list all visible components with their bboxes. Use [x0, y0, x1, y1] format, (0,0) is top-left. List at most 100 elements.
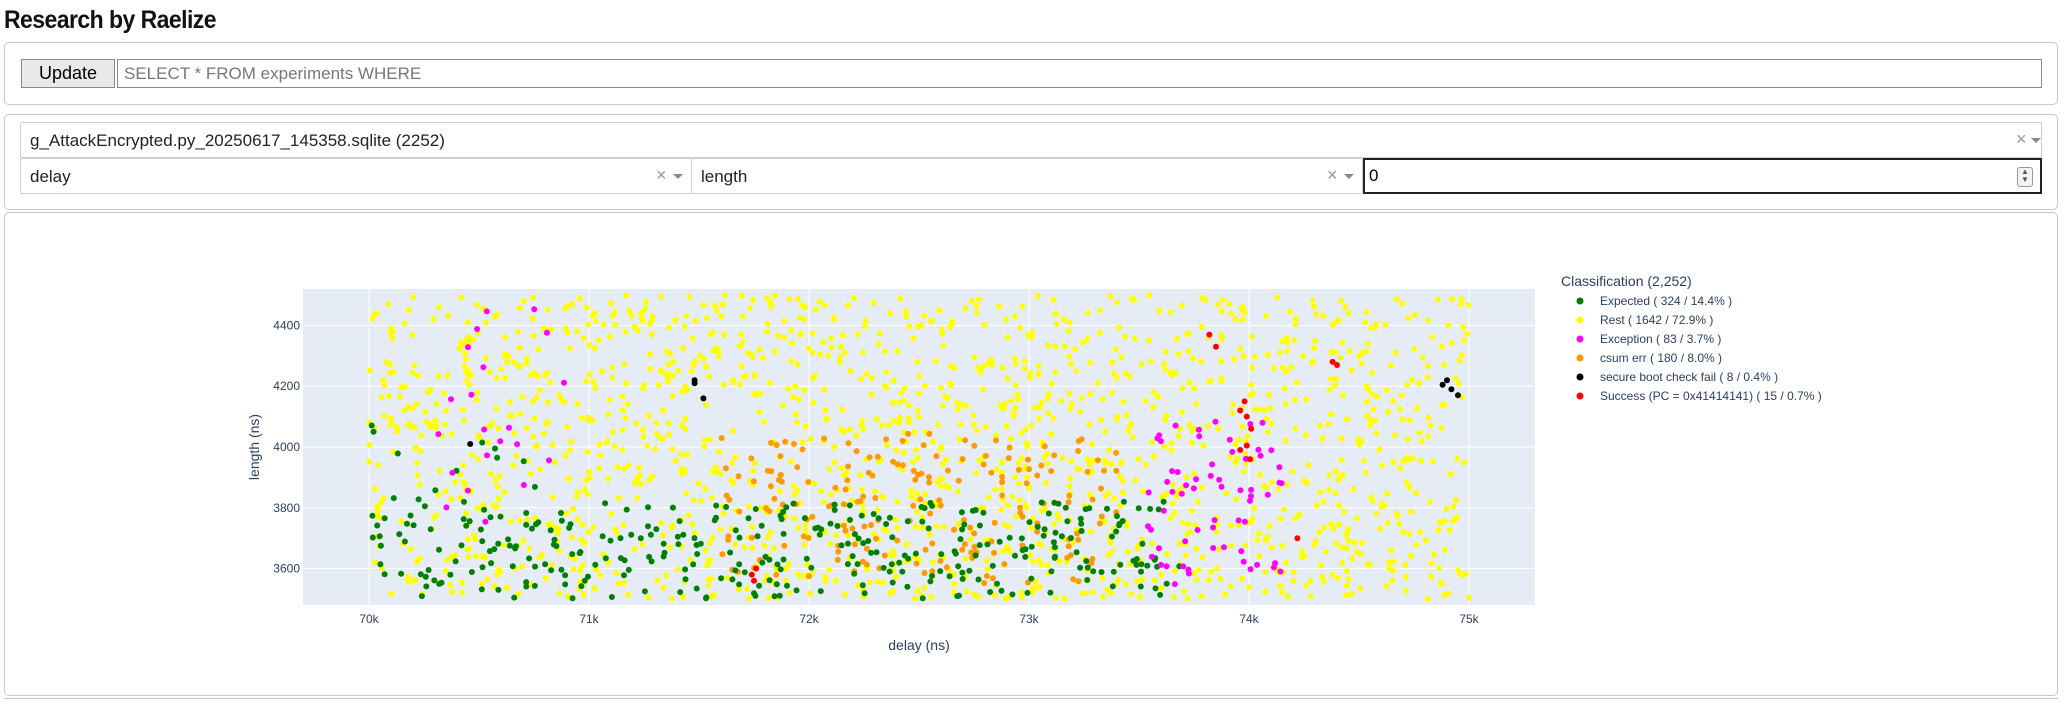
data-point: [1373, 510, 1380, 517]
data-point: [1076, 466, 1083, 473]
number-input[interactable]: [1363, 158, 2042, 194]
legend-item-label[interactable]: csum err ( 180 / 8.0% ): [1600, 351, 1722, 365]
data-point: [660, 553, 667, 560]
legend-item-label[interactable]: Rest ( 1642 / 72.9% ): [1600, 313, 1713, 327]
data-point: [780, 530, 787, 537]
clear-icon[interactable]: ×: [656, 165, 667, 185]
data-point: [592, 384, 599, 391]
legend-marker[interactable]: [1576, 392, 1584, 400]
chevron-down-icon[interactable]: [673, 174, 683, 179]
legend-marker[interactable]: [1576, 335, 1584, 343]
legend-marker[interactable]: [1576, 297, 1584, 305]
chevron-down-icon[interactable]: [2031, 138, 2041, 143]
data-point: [853, 448, 860, 455]
data-point: [926, 531, 933, 538]
data-point: [1184, 531, 1191, 538]
data-point: [372, 485, 378, 492]
data-point: [954, 406, 961, 413]
data-point: [1345, 537, 1352, 544]
data-point: [809, 349, 816, 356]
data-point: [860, 349, 867, 356]
data-point: [621, 361, 628, 368]
chevron-down-icon[interactable]: [1344, 174, 1354, 179]
data-point: [551, 536, 558, 543]
data-point: [1113, 449, 1120, 456]
legend-item-label[interactable]: Exception ( 83 / 3.7% ): [1600, 332, 1721, 346]
data-point: [1343, 416, 1350, 422]
data-point: [1151, 577, 1158, 584]
data-point: [723, 504, 730, 510]
data-point: [519, 563, 526, 570]
data-point: [531, 483, 538, 490]
data-point: [1027, 374, 1034, 381]
data-point: [1290, 569, 1297, 575]
data-point: [1009, 493, 1016, 500]
data-point: [1033, 584, 1039, 591]
legend-item-label[interactable]: Expected ( 324 / 14.4% ): [1600, 294, 1732, 308]
data-point: [523, 583, 530, 590]
data-point: [1351, 539, 1358, 546]
legend-marker[interactable]: [1576, 373, 1584, 381]
data-point: [1118, 460, 1125, 467]
data-point: [1229, 448, 1236, 455]
data-point: [1104, 505, 1110, 512]
data-point: [468, 372, 475, 379]
data-point: [1383, 387, 1390, 393]
data-point: [947, 380, 954, 387]
data-point: [713, 307, 720, 314]
data-point: [1173, 336, 1180, 342]
data-point: [748, 455, 755, 462]
data-point: [1346, 348, 1353, 355]
data-point: [1087, 390, 1094, 397]
data-point: [569, 301, 576, 308]
data-point: [599, 533, 606, 540]
data-point: [831, 444, 838, 450]
data-point: [1209, 461, 1216, 468]
data-point: [687, 556, 694, 563]
data-point: [682, 415, 689, 422]
spinner-arrows-icon[interactable]: ▲ ▼: [2017, 167, 2033, 187]
data-point: [1087, 528, 1094, 535]
data-point: [1443, 505, 1450, 512]
data-point: [926, 479, 933, 486]
data-point: [1240, 353, 1247, 360]
divider: [4, 698, 2058, 699]
data-point: [1032, 578, 1039, 585]
data-point: [1188, 427, 1195, 434]
data-point: [1055, 500, 1062, 507]
legend-marker[interactable]: [1576, 316, 1584, 324]
data-point: [497, 513, 504, 520]
scatter-plot[interactable]: 70k 71k 72k 73k 74k 75k 36003800400042004400 …: [5, 213, 2057, 695]
update-button[interactable]: Update: [21, 59, 115, 88]
data-point: [562, 572, 569, 579]
data-point: [844, 561, 851, 568]
x-field-select[interactable]: delay ×: [20, 158, 692, 194]
query-input[interactable]: [117, 59, 2042, 88]
data-point: [576, 295, 583, 302]
data-point: [1235, 436, 1242, 443]
data-point: [406, 420, 412, 427]
data-point: [937, 568, 944, 575]
x-tick-label: 75k: [1459, 612, 1479, 626]
data-point: [807, 590, 813, 597]
legend-item-label[interactable]: Success (PC = 0x41414141) ( 15 / 0.7% ): [1600, 389, 1822, 403]
data-point: [794, 419, 800, 426]
database-select[interactable]: g_AttackEncrypted.py_20250617_145358.sql…: [20, 122, 2042, 158]
data-point: [506, 542, 513, 549]
clear-icon[interactable]: ×: [1327, 165, 1338, 185]
data-point: [1050, 415, 1057, 422]
data-point: [1160, 507, 1167, 514]
data-point: [1122, 370, 1129, 377]
legend-marker[interactable]: [1576, 354, 1584, 362]
data-point: [834, 523, 841, 529]
data-point: [609, 364, 616, 371]
data-point: [951, 581, 958, 588]
data-point: [817, 588, 824, 595]
clear-icon[interactable]: ×: [2016, 129, 2027, 149]
data-point: [625, 566, 632, 573]
y-field-select[interactable]: length ×: [691, 158, 1363, 194]
legend[interactable]: Classification (2,252) Expected ( 324 / …: [1561, 273, 1822, 403]
data-point: [622, 328, 629, 335]
legend-item-label[interactable]: secure boot check fail ( 8 / 0.4% ): [1600, 370, 1778, 384]
data-point: [693, 542, 700, 548]
